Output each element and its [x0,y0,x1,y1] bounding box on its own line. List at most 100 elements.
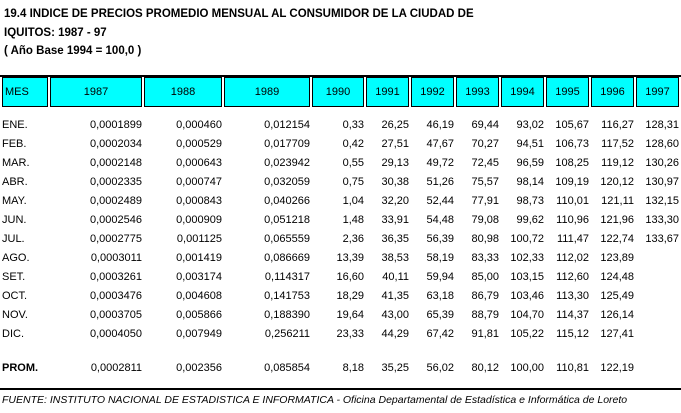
column-header-year-6: 1992 [411,76,454,107]
index-value: 99,62 [516,214,544,226]
index-value: 38,53 [381,252,409,264]
index-value: 133,67 [645,233,679,245]
index-value: 0,085854 [264,362,310,374]
index-value: 63,18 [426,290,454,302]
index-value: 0,0004050 [90,328,142,340]
index-value: 58,19 [426,252,454,264]
index-value: 121,11 [601,195,634,207]
index-value: 91,81 [471,328,499,340]
table-row: JUL. 0,0002775 0,001125 0,065559 2,36 36,35 56… [2,230,679,249]
index-value: 44,29 [381,328,409,340]
index-value: 54,48 [426,214,454,226]
index-value: 59,94 [426,271,454,283]
index-value: 0,040266 [264,195,310,207]
month-label: FEB. [2,138,27,150]
index-value: 85,00 [471,271,499,283]
table-row: ENE. 0,0001899 0,000460 0,012154 0,33 26,25 46… [2,107,679,135]
index-value: 46,19 [426,119,454,131]
index-value [636,287,679,306]
index-value: 49,72 [426,157,454,169]
index-value: 0,000843 [176,195,222,207]
column-header-year-8: 1994 [501,76,544,107]
index-value: 18,29 [336,290,364,302]
index-value [636,249,679,268]
index-value: 117,52 [601,138,634,150]
index-value: 115,12 [556,328,589,340]
index-value: 98,14 [516,176,544,188]
index-value: 43,00 [381,309,409,321]
index-value: 0,33 [342,119,364,131]
index-value: 0,0003261 [90,271,142,283]
index-value: 105,22 [510,328,544,340]
index-value: 0,012154 [264,119,310,131]
table-row: FEB. 0,0002034 0,000529 0,017709 0,42 27,51 47… [2,135,679,154]
column-header-year-5: 1991 [366,76,409,107]
index-value: 112,02 [556,252,589,264]
index-value: 103,15 [510,271,544,283]
index-value: 83,33 [471,252,499,264]
index-value: 0,004608 [176,290,222,302]
index-value: 77,91 [471,195,499,207]
index-value [636,325,679,344]
index-value: 0,75 [342,176,364,188]
index-value: 133,30 [645,214,679,226]
table-bottom-rule [0,387,681,390]
page-title: 19.4 INDICE DE PRECIOS PROMEDIO MENSUAL … [4,8,474,20]
index-value: 122,19 [600,362,634,374]
index-value: 56,39 [426,233,454,245]
index-value [636,344,679,378]
index-value: 111,47 [556,233,589,245]
table-row: DIC. 0,0004050 0,007949 0,256211 23,33 44,29 6… [2,325,679,344]
index-value: 0,032059 [264,176,310,188]
month-label: OCT. [2,290,28,302]
index-value: 128,31 [645,119,679,131]
index-value: 100,72 [510,233,544,245]
table-row: AGO. 0,0003011 0,001419 0,086669 13,39 38,53 5… [2,249,679,268]
index-value: 121,96 [600,214,634,226]
column-header-year-1: 1987 [50,76,142,107]
column-header-year-2: 1988 [144,76,222,107]
index-value: 120,12 [600,176,634,188]
index-value: 119,12 [601,157,634,169]
index-value: 69,44 [471,119,499,131]
index-value: 130,97 [645,176,679,188]
index-value: 0,000529 [176,138,222,150]
index-value: 100,00 [510,362,544,374]
index-value: 0,256211 [264,328,310,340]
index-value: 122,74 [600,233,634,245]
index-value: 80,12 [471,362,499,374]
index-value: 36,35 [381,233,409,245]
table-row: MAR. 0,0002148 0,000643 0,023942 0,55 29,13 49… [2,154,679,173]
month-label: ABR. [2,176,28,188]
index-value: 16,60 [336,271,364,283]
index-value: 0,42 [342,138,364,150]
index-value: 130,26 [645,157,679,169]
index-value: 128,60 [645,138,679,150]
table-row: JUN. 0,0002546 0,000909 0,051218 1,48 33,91 54… [2,211,679,230]
index-value: 29,13 [381,157,409,169]
index-value: 132,15 [645,195,679,207]
month-label: MAY. [2,195,27,207]
index-value: 40,11 [382,271,409,283]
index-value: 0,0002546 [90,214,142,226]
index-value: 80,98 [471,233,499,245]
index-value: 0,0003705 [90,309,142,321]
index-value: 23,33 [336,328,364,340]
table-row: OCT. 0,0003476 0,004608 0,141753 18,29 41,35 6… [2,287,679,306]
index-value: 65,39 [426,309,454,321]
index-value: 96,59 [516,157,544,169]
index-value: 0,086669 [264,252,310,264]
month-label: DIC. [2,328,24,340]
index-value: 106,73 [555,138,589,150]
month-label: ENE. [2,119,28,131]
index-value: 0,001125 [176,233,222,245]
summary-row: PROM. 0,0002811 0,002356 0,085854 8,18 35,25 5… [2,344,679,378]
table-header-row: MES 1987 1988 1989 1990 1991 1992 1993 1994 1995 1… [2,76,679,107]
index-value: 0,0002034 [90,138,142,150]
index-value: 0,002356 [176,362,222,374]
index-value: 0,000643 [176,157,222,169]
index-value: 112,60 [556,271,589,283]
month-label: MAR. [2,157,30,169]
index-value: 0,001419 [176,252,222,264]
index-value: 56,02 [426,362,454,374]
